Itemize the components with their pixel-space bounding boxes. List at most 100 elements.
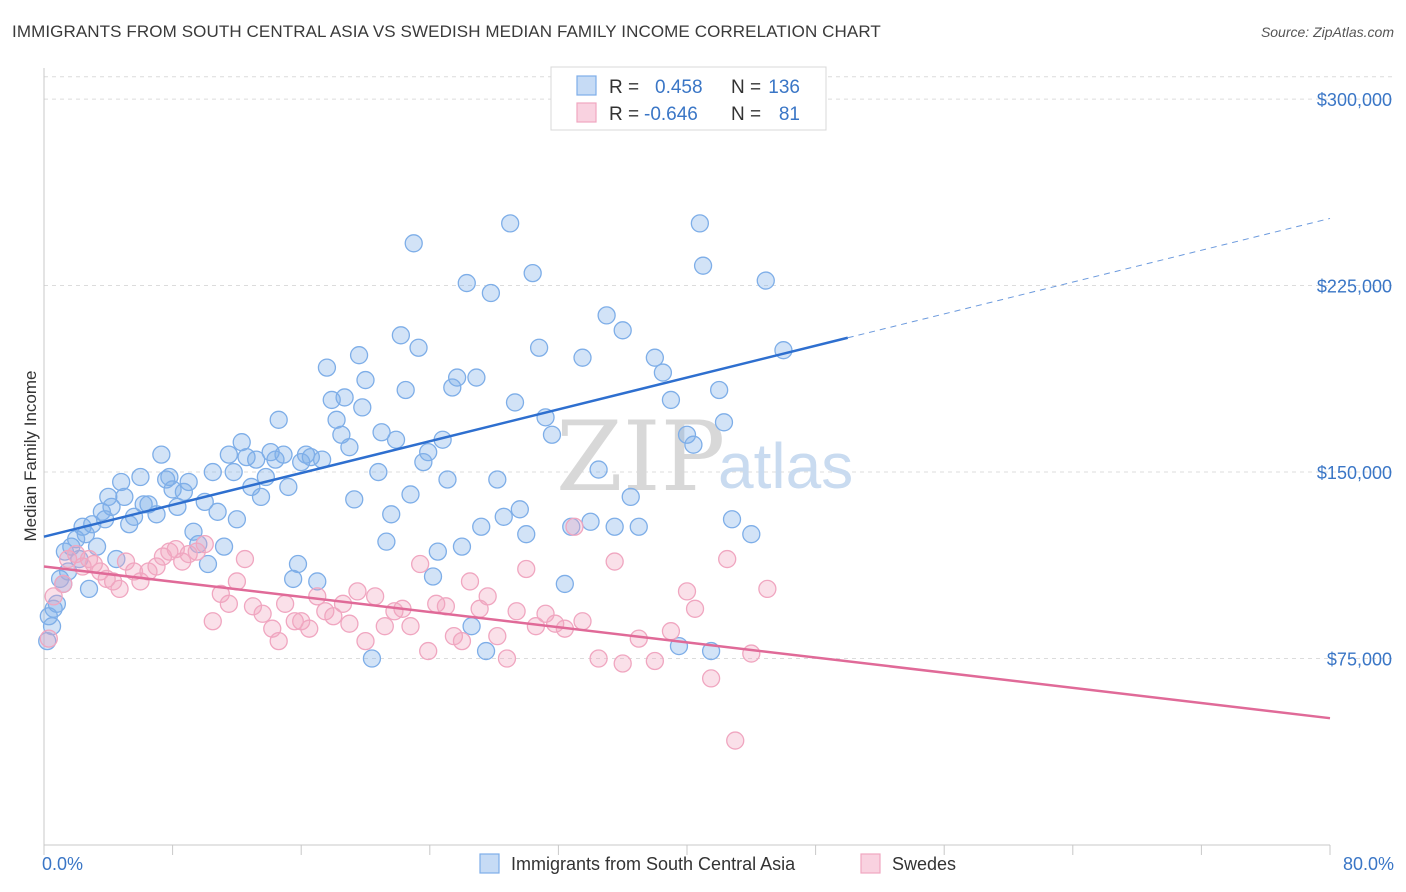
data-point — [677, 582, 697, 601]
data-point — [423, 567, 443, 586]
y-tick-labels: $75,000 $150,000 $225,000 $300,000 — [1317, 90, 1392, 669]
source-label: Source: ZipAtlas.com — [1260, 24, 1394, 40]
data-point — [308, 587, 327, 606]
data-point — [269, 410, 288, 429]
legend-n-label-blue: N = — [731, 77, 761, 98]
data-point — [494, 507, 513, 526]
data-point — [198, 554, 218, 574]
data-point — [356, 631, 375, 651]
data-point — [308, 572, 327, 591]
data-point — [174, 482, 194, 502]
data-point — [224, 462, 243, 482]
data-point — [542, 425, 562, 444]
chart-title: IMMIGRANTS FROM SOUTH CENTRAL ASIA VS SW… — [12, 22, 881, 41]
data-point — [507, 602, 526, 621]
data-point — [555, 574, 574, 594]
data-point — [253, 604, 272, 623]
data-point — [340, 614, 359, 633]
data-point — [411, 554, 430, 574]
trend-line-pink — [43, 565, 1331, 720]
data-point — [710, 380, 729, 400]
data-point — [54, 574, 73, 594]
data-point — [414, 452, 433, 472]
data-point — [517, 525, 536, 544]
x-tick-label-min: 0.0% — [42, 854, 83, 874]
data-point — [629, 517, 648, 536]
legend-n-value-pink: 81 — [779, 104, 800, 125]
data-point — [348, 582, 367, 601]
data-point — [452, 537, 472, 556]
data-point — [684, 435, 703, 454]
data-point — [279, 477, 298, 497]
data-point — [99, 487, 118, 507]
data-point — [115, 487, 134, 507]
data-point — [685, 599, 705, 618]
x-tick-label-max: 80.0% — [1343, 854, 1394, 874]
data-point — [701, 669, 721, 688]
data-point — [428, 542, 447, 561]
y-tick-label: $225,000 — [1317, 277, 1392, 297]
watermark-atlas: atlas — [718, 430, 853, 502]
trend-lines — [43, 217, 1331, 720]
data-point — [742, 644, 761, 663]
data-point — [581, 512, 600, 531]
legend-box — [550, 66, 827, 131]
data-point — [505, 393, 525, 412]
y-axis-title: Median Family Income — [21, 370, 40, 541]
series-south-central-asia — [38, 214, 793, 668]
data-point — [157, 470, 176, 489]
data-point — [481, 283, 501, 303]
data-point — [356, 370, 375, 390]
data-point — [375, 617, 394, 636]
watermark-zip: ZIP — [556, 401, 725, 513]
data-point — [409, 338, 428, 357]
data-point — [227, 510, 247, 529]
data-point — [488, 626, 507, 646]
data-point — [79, 579, 99, 599]
data-point — [605, 517, 624, 536]
data-point — [39, 629, 58, 648]
data-point — [365, 587, 385, 606]
data-point — [605, 552, 624, 571]
data-point — [247, 450, 266, 469]
data-point — [565, 517, 584, 536]
data-point — [718, 549, 737, 569]
legend-swatch-blue — [576, 75, 597, 96]
data-point — [214, 537, 234, 556]
bottom-legend-label-pink: Swedes — [892, 854, 956, 874]
data-point — [208, 502, 227, 521]
data-point — [110, 579, 129, 599]
data-point — [621, 487, 640, 507]
data-point — [457, 273, 476, 293]
data-point — [726, 731, 745, 750]
data-point — [452, 631, 472, 651]
data-point — [301, 447, 320, 467]
data-point — [353, 398, 372, 417]
data-point — [377, 532, 396, 551]
data-point — [756, 271, 775, 290]
data-point — [269, 631, 288, 651]
trend-line-blue-extension — [847, 217, 1331, 339]
data-point — [179, 472, 198, 492]
data-point — [324, 607, 343, 626]
data-point — [661, 622, 681, 641]
data-point — [152, 445, 171, 464]
data-point — [510, 500, 529, 519]
data-point — [386, 430, 406, 449]
legend-n-label-pink: N = — [731, 104, 761, 125]
data-point — [131, 467, 150, 487]
data-point — [243, 597, 263, 616]
data-point — [758, 579, 777, 599]
data-point — [401, 617, 420, 636]
data-point — [251, 487, 271, 507]
data-point — [349, 346, 369, 365]
top-legend: R = 0.458 N = 136 R = -0.646 N = 81 — [550, 66, 827, 131]
bottom-legend-swatch-pink — [860, 853, 881, 874]
data-point — [147, 557, 166, 576]
bottom-legend-swatch-blue — [479, 853, 500, 874]
data-point — [714, 413, 734, 432]
data-point — [335, 388, 354, 407]
y-tick-label: $150,000 — [1317, 463, 1392, 483]
data-point — [285, 612, 304, 631]
